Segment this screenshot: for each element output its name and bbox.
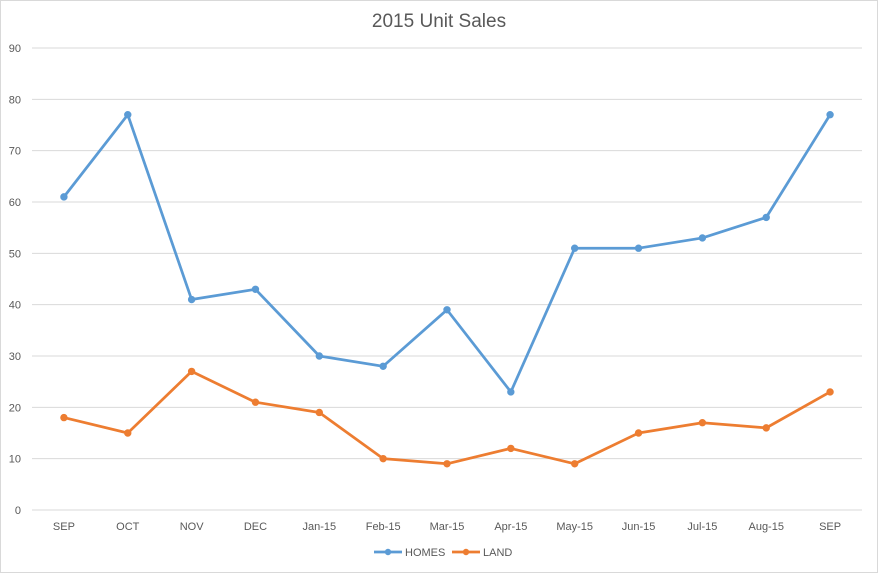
y-tick-label: 10 — [9, 454, 21, 466]
data-point-land — [762, 424, 770, 432]
data-point-homes — [826, 111, 834, 119]
y-tick-label: 20 — [9, 402, 21, 414]
legend-item-land: LAND — [452, 547, 512, 559]
data-point-homes — [60, 193, 68, 201]
y-tick-label: 50 — [9, 248, 21, 260]
legend-label: HOMES — [405, 547, 445, 559]
data-point-land — [570, 460, 579, 468]
data-point-homes — [570, 244, 579, 252]
gridlines — [32, 47, 862, 511]
x-tick-label: Jul-15 — [687, 521, 717, 533]
y-tick-label: 80 — [9, 94, 21, 106]
x-tick-label: NOV — [180, 521, 205, 533]
data-point-land — [379, 454, 387, 463]
x-tick-label: Jun-15 — [622, 521, 656, 533]
x-tick-label: May-15 — [556, 521, 593, 533]
data-point-homes — [315, 352, 324, 360]
data-point-land — [251, 398, 260, 406]
y-tick-label: 0 — [15, 505, 21, 517]
data-point-land — [443, 460, 451, 468]
x-axis-ticks: SEP OCT NOV DEC Jan-15 Feb-15 Mar-15 Apr-15 May-… — [53, 521, 841, 533]
x-tick-label: Mar-15 — [430, 521, 465, 533]
data-point-homes — [698, 234, 707, 242]
data-point-land — [507, 444, 515, 453]
x-tick-label: SEP — [819, 521, 841, 533]
x-tick-label: Jan-15 — [302, 521, 336, 533]
x-tick-label: Apr-15 — [494, 521, 527, 533]
data-point-land — [187, 367, 196, 376]
legend-swatch-marker — [462, 548, 470, 556]
y-tick-label: 30 — [9, 351, 21, 363]
data-point-homes — [443, 306, 451, 314]
series-line-land — [62, 370, 832, 466]
data-point-land — [315, 408, 324, 417]
legend-item-homes: HOMES — [374, 547, 445, 559]
legend-label: LAND — [483, 547, 512, 559]
data-point-land — [60, 413, 68, 422]
x-tick-label: SEP — [53, 521, 75, 533]
series-land — [60, 367, 834, 468]
y-axis-ticks: 0 10 20 30 40 50 60 70 80 90 — [9, 43, 21, 517]
data-point-land — [698, 419, 707, 427]
data-point-homes — [124, 111, 132, 119]
y-tick-label: 60 — [9, 197, 21, 209]
chart-title: 2015 Unit Sales — [372, 11, 506, 32]
data-point-land — [634, 429, 643, 437]
legend: HOMES LAND — [374, 547, 512, 559]
x-tick-label: Feb-15 — [366, 521, 401, 533]
data-point-homes — [251, 285, 260, 293]
series-homes — [60, 111, 834, 396]
y-tick-label: 40 — [9, 300, 21, 312]
series-lines — [60, 111, 834, 468]
data-point-homes — [187, 295, 196, 304]
data-point-homes — [634, 244, 643, 252]
y-tick-label: 70 — [9, 146, 21, 158]
legend-swatch-marker — [384, 548, 392, 556]
data-point-land — [826, 388, 834, 396]
data-point-land — [124, 429, 132, 437]
data-point-homes — [379, 362, 387, 370]
x-tick-label: DEC — [244, 521, 267, 533]
data-point-homes — [507, 388, 515, 396]
y-tick-label: 90 — [9, 43, 21, 55]
data-point-homes — [762, 213, 770, 222]
x-tick-label: OCT — [116, 521, 140, 533]
x-tick-label: Aug-15 — [748, 521, 783, 533]
